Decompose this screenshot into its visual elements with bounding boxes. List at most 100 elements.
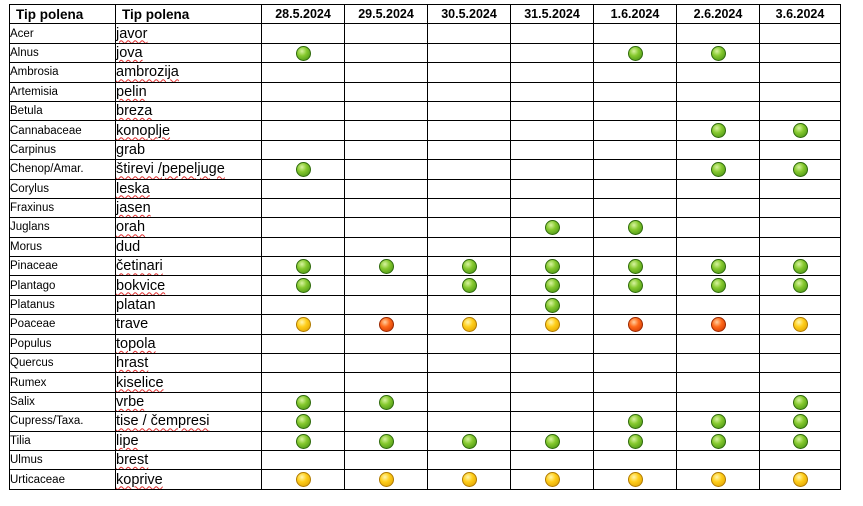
- pollen-level-cell: [344, 42, 428, 64]
- pollen-level-cell: [344, 372, 428, 393]
- table-row: Ambrosia ambrozija: [9, 62, 841, 83]
- pollen-local-name: pelin: [116, 83, 147, 100]
- pollen-local-name: brest: [116, 452, 149, 469]
- pollen-level-cell: [676, 159, 760, 180]
- pollen-level-cell: [759, 256, 841, 277]
- pollen-level-cell: [510, 178, 594, 199]
- pollen-level-yellow-dot-icon: [710, 472, 726, 488]
- pollen-local-name: štirevi /pepeljuge: [116, 161, 225, 178]
- pollen-level-green-dot-icon: [295, 45, 311, 61]
- pollen-level-green-dot-icon: [295, 414, 311, 430]
- pollen-level-green-dot-icon: [710, 123, 726, 139]
- pollen-level-cell: [759, 430, 841, 451]
- pollen-level-cell: [427, 256, 511, 277]
- pollen-level-cell: [676, 42, 760, 64]
- pollen-level-cell: [759, 23, 841, 44]
- pollen-level-cell: [593, 62, 677, 83]
- pollen-level-cell: [759, 391, 841, 413]
- pollen-level-cell: [759, 178, 841, 199]
- pollen-level-cell: [344, 391, 428, 413]
- pollen-level-cell: [261, 120, 345, 141]
- pollen-level-cell: [676, 449, 760, 471]
- pollen-level-cell: [759, 197, 841, 219]
- pollen-level-cell: [261, 81, 345, 102]
- pollen-latin-name: Fraxinus: [9, 197, 116, 219]
- pollen-level-cell: [759, 100, 841, 122]
- pollen-level-cell: [593, 217, 677, 238]
- pollen-level-yellow-dot-icon: [295, 317, 311, 333]
- pollen-level-cell: [593, 139, 677, 161]
- pollen-level-cell: [510, 372, 594, 393]
- pollen-level-cell: [593, 81, 677, 102]
- pollen-latin-name: Acer: [9, 23, 116, 44]
- pollen-level-cell: [344, 275, 428, 296]
- pollen-level-cell: [510, 353, 594, 374]
- pollen-level-red-dot-icon: [710, 317, 726, 333]
- pollen-level-cell: [676, 314, 760, 335]
- pollen-level-cell: [344, 217, 428, 238]
- pollen-latin-name: Platanus: [9, 294, 116, 316]
- pollen-level-cell: [510, 217, 594, 238]
- pollen-local-name: konoplje: [116, 122, 171, 139]
- pollen-level-cell: [261, 353, 345, 374]
- pollen-level-cell: [593, 159, 677, 180]
- table-row: Ulmus brest: [9, 449, 841, 471]
- pollen-level-cell: [261, 275, 345, 296]
- pollen-level-cell: [344, 159, 428, 180]
- pollen-level-green-dot-icon: [710, 278, 726, 294]
- pollen-level-cell: [510, 236, 594, 258]
- header-date: 1.6.2024: [593, 3, 677, 25]
- pollen-level-cell: [427, 81, 511, 102]
- pollen-level-green-dot-icon: [792, 278, 808, 294]
- pollen-level-green-dot-icon: [544, 297, 560, 313]
- pollen-level-cell: [344, 411, 428, 432]
- pollen-level-yellow-dot-icon: [627, 472, 643, 488]
- pollen-latin-name: Urticaceae: [9, 469, 116, 490]
- header-date: 3.6.2024: [759, 3, 841, 25]
- pollen-level-cell: [510, 411, 594, 432]
- pollen-level-cell: [344, 256, 428, 277]
- pollen-level-cell: [759, 120, 841, 141]
- pollen-level-green-dot-icon: [461, 433, 477, 449]
- pollen-local-name: breza: [116, 103, 153, 120]
- pollen-level-cell: [344, 469, 428, 490]
- pollen-latin-name: Poaceae: [9, 314, 116, 335]
- pollen-level-green-dot-icon: [792, 259, 808, 275]
- pollen-level-cell: [427, 353, 511, 374]
- pollen-level-cell: [593, 256, 677, 277]
- pollen-level-cell: [676, 217, 760, 238]
- pollen-level-cell: [261, 100, 345, 122]
- pollen-level-green-dot-icon: [461, 259, 477, 275]
- pollen-level-cell: [344, 81, 428, 102]
- pollen-level-cell: [593, 23, 677, 44]
- table-row: Morus dud: [9, 236, 841, 258]
- pollen-local-name-cell: dud: [115, 236, 262, 258]
- pollen-local-name: leska: [116, 180, 150, 197]
- pollen-local-name: tise / čempresi: [116, 413, 210, 430]
- pollen-level-green-dot-icon: [295, 259, 311, 275]
- pollen-local-name: grab: [116, 141, 146, 158]
- pollen-level-cell: [510, 42, 594, 64]
- table-row: Salix vrbe: [9, 391, 841, 413]
- pollen-level-cell: [261, 256, 345, 277]
- table-row: Juglans orah: [9, 217, 841, 238]
- pollen-local-name-cell: orah: [115, 217, 262, 238]
- pollen-level-cell: [510, 391, 594, 413]
- table-row: Rumex kiselice: [9, 372, 841, 393]
- pollen-level-cell: [510, 314, 594, 335]
- pollen-level-cell: [759, 449, 841, 471]
- pollen-level-cell: [261, 197, 345, 219]
- pollen-level-cell: [510, 430, 594, 451]
- pollen-latin-name: Artemisia: [9, 81, 116, 102]
- table-row: Fraxinus jasen: [9, 197, 841, 219]
- pollen-local-name: dud: [116, 238, 141, 255]
- pollen-local-name-cell: četinari: [115, 256, 262, 277]
- pollen-level-cell: [676, 275, 760, 296]
- pollen-level-cell: [759, 62, 841, 83]
- pollen-level-cell: [510, 256, 594, 277]
- pollen-level-cell: [427, 197, 511, 219]
- pollen-level-green-dot-icon: [792, 414, 808, 430]
- pollen-level-cell: [510, 81, 594, 102]
- pollen-level-green-dot-icon: [295, 394, 311, 410]
- pollen-level-cell: [593, 236, 677, 258]
